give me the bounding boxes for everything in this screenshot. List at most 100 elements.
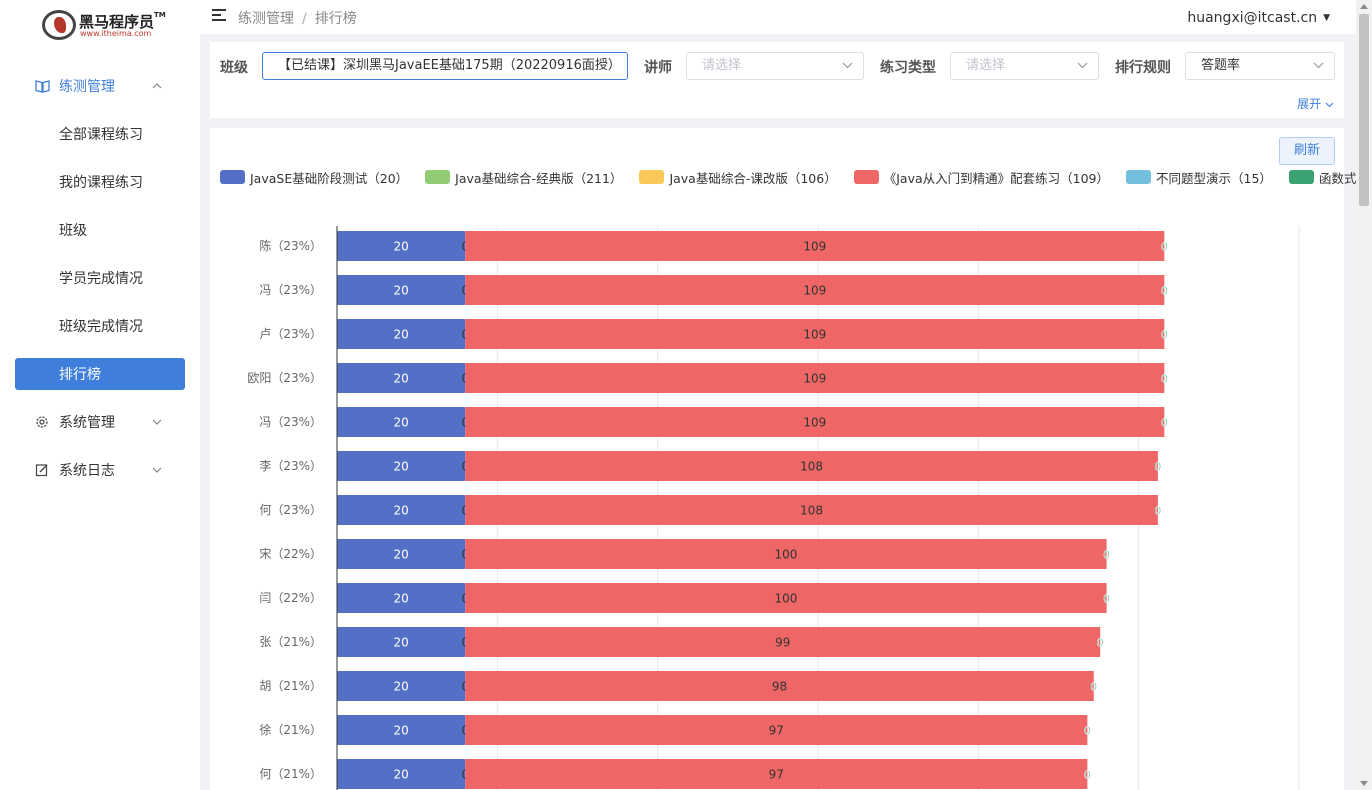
legend-item[interactable]: 《Java从入门到精通》配套练习（109） bbox=[853, 168, 1109, 186]
legend-swatch bbox=[853, 170, 879, 184]
class-select[interactable]: 【已结课】深圳黑马JavaEE基础175期（20220916面授） bbox=[262, 52, 628, 80]
sidebar-item-label: 班级 bbox=[59, 223, 87, 239]
bar-value-label: 20 bbox=[393, 284, 408, 298]
bar-value-label: 0 bbox=[1161, 241, 1168, 254]
bar-segment[interactable] bbox=[337, 671, 466, 701]
bar-segment[interactable] bbox=[465, 671, 1094, 701]
category-label: 何（23%） bbox=[259, 503, 322, 517]
bar-segment[interactable] bbox=[465, 231, 1165, 261]
teacher-select-placeholder: 请选择 bbox=[702, 58, 742, 73]
bar-segment[interactable] bbox=[337, 759, 466, 789]
bar-value-label: 100 bbox=[774, 548, 797, 562]
bar-value-label: 20 bbox=[393, 724, 408, 738]
legend-item[interactable]: Java基础综合-课改版（106） bbox=[639, 168, 837, 186]
bar-segment[interactable] bbox=[465, 275, 1165, 305]
bar-segment[interactable] bbox=[465, 363, 1165, 393]
breadcrumb-item[interactable]: 练测管理 bbox=[238, 11, 294, 27]
scroll-up-icon[interactable] bbox=[1360, 4, 1368, 9]
bar-segment[interactable] bbox=[465, 759, 1088, 789]
bar-segment[interactable] bbox=[337, 363, 466, 393]
bar-segment[interactable] bbox=[337, 275, 466, 305]
chevron-down-icon bbox=[152, 465, 162, 476]
chevron-up-icon bbox=[152, 81, 162, 92]
user-menu[interactable]: huangxi@itcast.cn ▼ bbox=[1187, 10, 1330, 26]
bar-segment[interactable] bbox=[337, 627, 466, 657]
bar-segment[interactable] bbox=[337, 583, 466, 613]
bar-value-label: 0 bbox=[1154, 461, 1161, 474]
logo-tm: TM bbox=[154, 11, 166, 19]
bar-segment[interactable] bbox=[337, 539, 466, 569]
category-label: 陈（23%） bbox=[259, 238, 322, 253]
bar-value-label: 109 bbox=[803, 372, 826, 386]
bar-value-label: 99 bbox=[775, 636, 790, 650]
menu-group-system[interactable]: 系统管理 bbox=[0, 405, 200, 439]
type-select-placeholder: 请选择 bbox=[966, 58, 1006, 73]
bar-segment[interactable] bbox=[337, 715, 466, 745]
bar-segment[interactable] bbox=[465, 583, 1107, 613]
refresh-button[interactable]: 刷新 bbox=[1279, 137, 1335, 165]
bar-segment[interactable] bbox=[465, 319, 1165, 349]
bar-segment[interactable] bbox=[337, 407, 466, 437]
legend-item[interactable]: JavaSE基础阶段测试（20） bbox=[220, 168, 408, 186]
menu-group-log[interactable]: 系统日志 bbox=[0, 453, 200, 487]
bar-value-label: 0 bbox=[1097, 637, 1104, 650]
page-scrollbar[interactable] bbox=[1356, 0, 1372, 790]
rule-label: 排行规则 bbox=[1115, 60, 1171, 76]
bar-value-label: 20 bbox=[393, 372, 408, 386]
scroll-thumb[interactable] bbox=[1359, 14, 1369, 206]
legend-item[interactable]: 不同题型演示（15） bbox=[1125, 168, 1272, 186]
bar-value-label: 0 bbox=[1154, 505, 1161, 518]
sidebar-item-label: 排行榜 bbox=[59, 367, 101, 383]
rule-select[interactable]: 答题率 bbox=[1185, 52, 1335, 80]
type-select[interactable]: 请选择 bbox=[950, 52, 1099, 80]
bar-value-label: 109 bbox=[803, 284, 826, 298]
bar-value-label: 109 bbox=[803, 240, 826, 254]
chart-legend: JavaSE基础阶段测试（20） Java基础综合-经典版（211） Java基础综… bbox=[220, 168, 1372, 186]
bar-segment[interactable] bbox=[337, 231, 466, 261]
category-label: 闫（22%） bbox=[259, 591, 322, 605]
sidebar-item-label: 学员完成情况 bbox=[59, 271, 143, 287]
bar-segment[interactable] bbox=[337, 495, 466, 525]
bar-value-label: 20 bbox=[393, 548, 408, 562]
sidebar-item-class-completion[interactable]: 班级完成情况 bbox=[0, 309, 200, 343]
legend-label: Java基础综合-经典版（211） bbox=[455, 170, 623, 186]
legend-item[interactable]: Java基础综合-经典版（211） bbox=[425, 168, 622, 186]
menu-group-label: 练测管理 bbox=[59, 79, 115, 95]
bar-segment[interactable] bbox=[465, 407, 1165, 437]
bar-value-label: 97 bbox=[769, 724, 784, 738]
bar-segment[interactable] bbox=[465, 715, 1088, 745]
bar-value-label: 20 bbox=[393, 636, 408, 650]
logo[interactable]: 黑马程序员TM www.itheima.com bbox=[42, 8, 166, 42]
legend-swatch bbox=[639, 170, 665, 184]
bar-value-label: 0 bbox=[1090, 681, 1097, 694]
menu-group-label: 系统管理 bbox=[59, 415, 115, 431]
sidebar-item-my-course-practice[interactable]: 我的课程练习 bbox=[0, 165, 200, 199]
legend-swatch bbox=[1288, 170, 1314, 184]
sidebar-item-leaderboard[interactable]: 排行榜 bbox=[15, 358, 185, 390]
chevron-down-icon bbox=[1325, 102, 1334, 108]
expand-filters-button[interactable]: 展开 bbox=[1297, 95, 1334, 112]
breadcrumb: 练测管理 / 排行榜 bbox=[238, 11, 357, 27]
menu-group-practice[interactable]: 练测管理 bbox=[0, 69, 200, 103]
category-label: 冯（23%） bbox=[259, 415, 322, 429]
chart-panel: 陈（23%） 20 0 109 0 冯（23%） 20 0 109 0 卢（23%） 20 0 109 0 欧… bbox=[210, 128, 1372, 790]
bar-segment[interactable] bbox=[465, 495, 1158, 525]
menu-toggle-icon[interactable] bbox=[212, 9, 226, 21]
bar-segment[interactable] bbox=[465, 539, 1107, 569]
legend-label: 《Java从入门到精通》配套练习（109） bbox=[883, 170, 1109, 186]
bar-value-label: 97 bbox=[769, 768, 784, 782]
sidebar-item-all-course-practice[interactable]: 全部课程练习 bbox=[0, 117, 200, 151]
legend-swatch bbox=[220, 170, 245, 184]
bar-segment[interactable] bbox=[465, 451, 1158, 481]
bar-segment[interactable] bbox=[465, 627, 1101, 657]
bar-segment[interactable] bbox=[337, 319, 466, 349]
legend-swatch bbox=[425, 170, 451, 184]
sidebar-item-student-completion[interactable]: 学员完成情况 bbox=[0, 261, 200, 295]
scroll-down-icon[interactable] bbox=[1360, 781, 1368, 786]
bar-value-label: 108 bbox=[800, 504, 823, 518]
teacher-select[interactable]: 请选择 bbox=[686, 52, 864, 80]
bar-value-label: 20 bbox=[393, 768, 408, 782]
expand-label: 展开 bbox=[1297, 97, 1322, 111]
bar-segment[interactable] bbox=[337, 451, 466, 481]
sidebar-item-class[interactable]: 班级 bbox=[0, 213, 200, 247]
